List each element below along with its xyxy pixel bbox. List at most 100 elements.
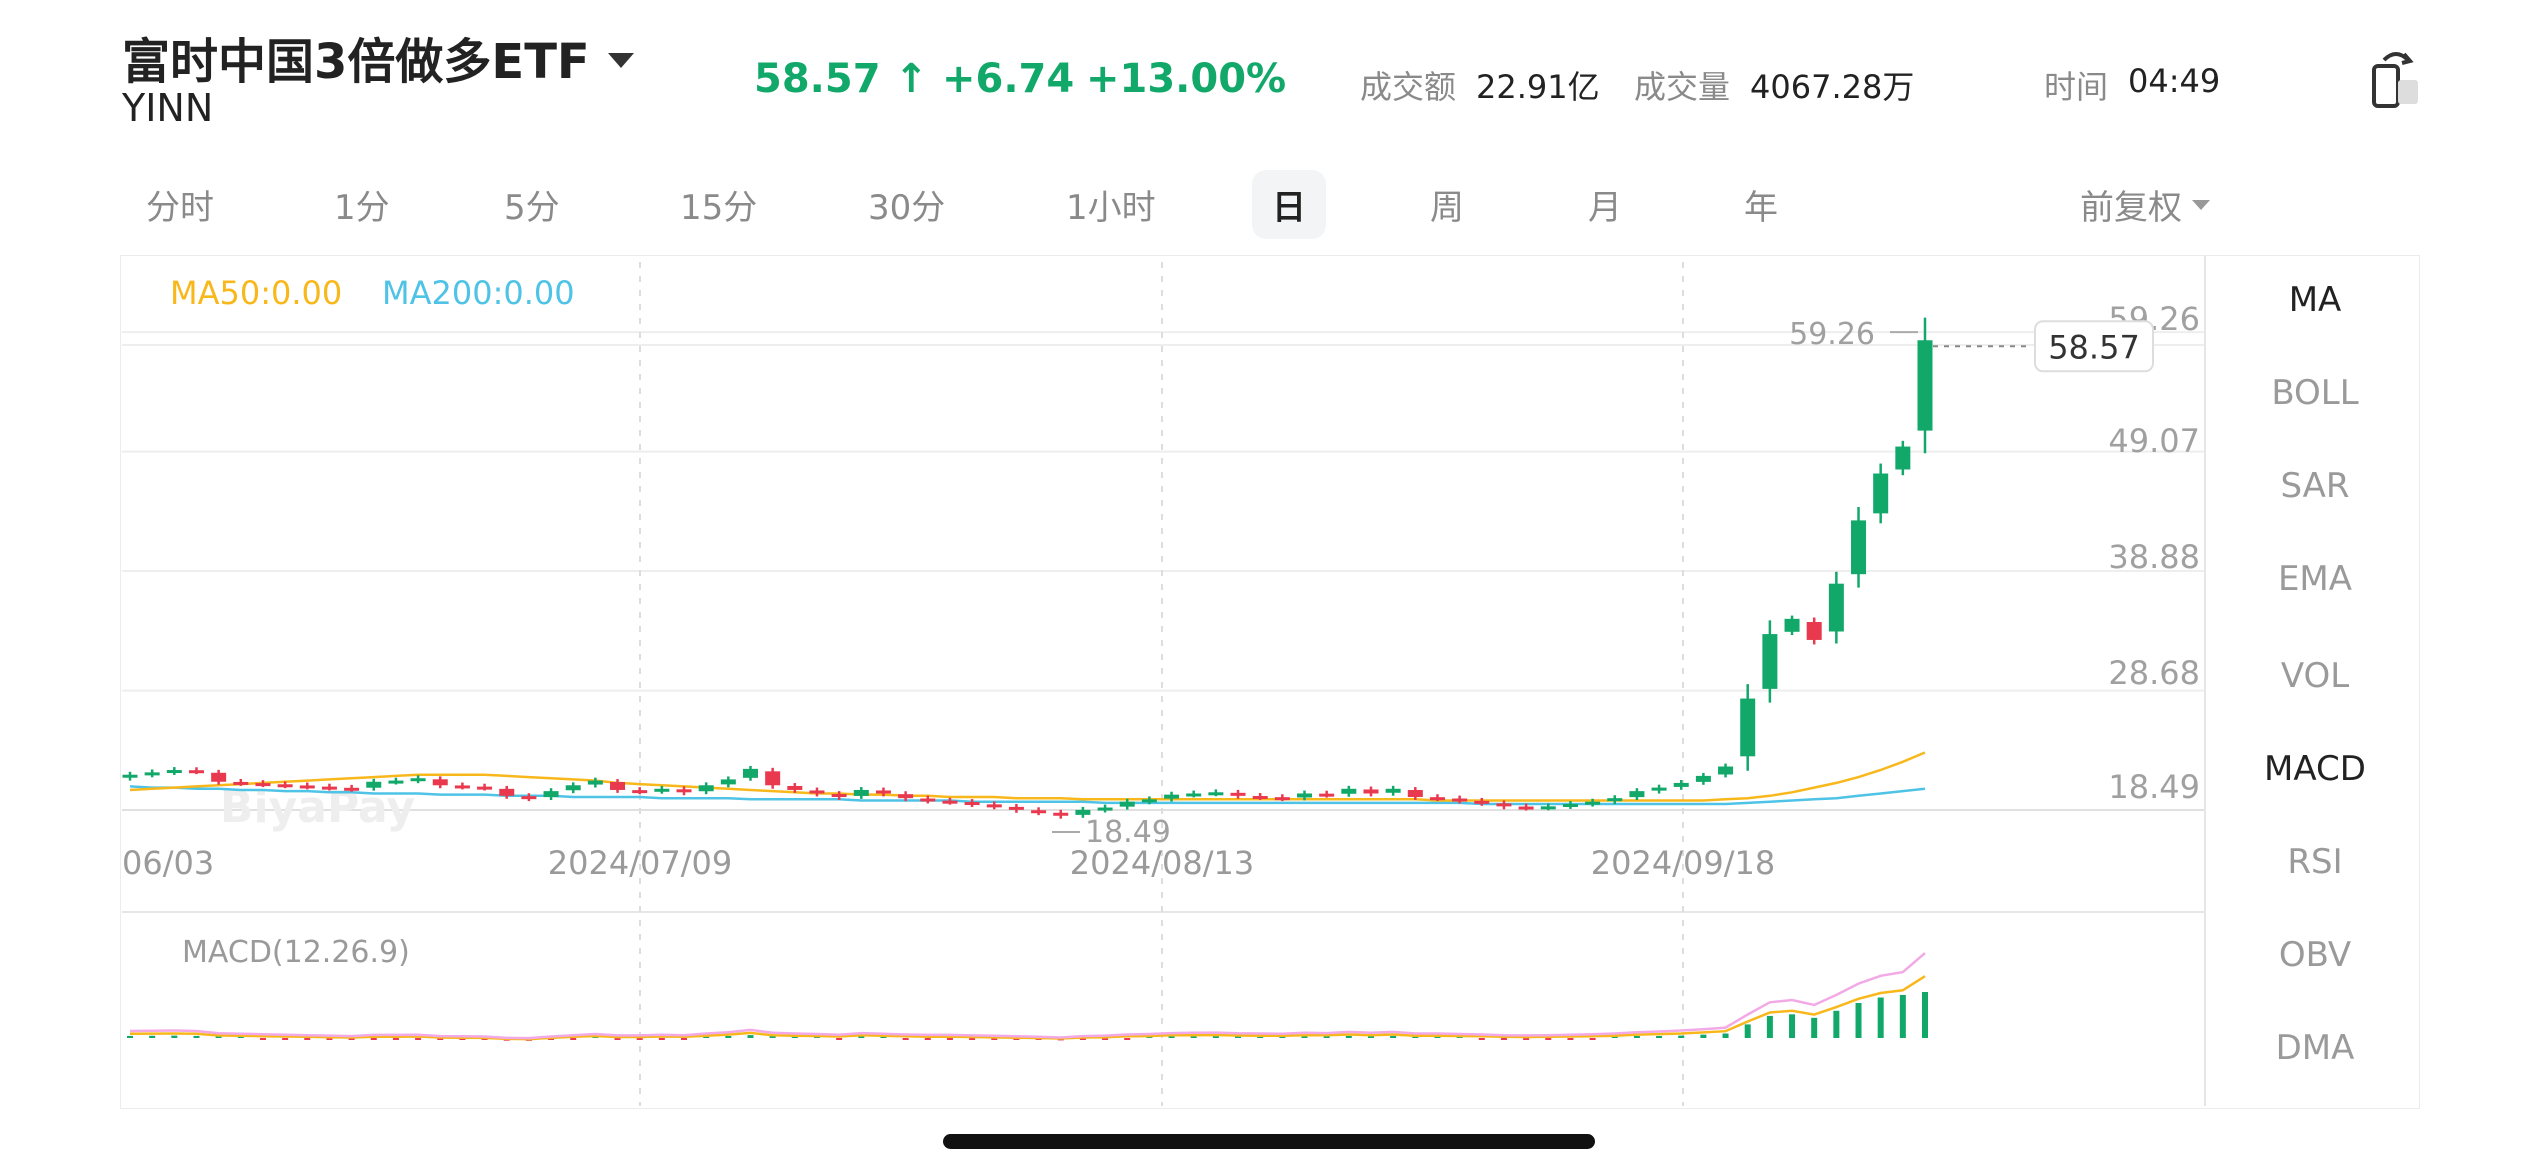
candle-body [1141, 799, 1157, 803]
macd-bar [924, 1038, 931, 1040]
macd-bar [725, 1036, 732, 1038]
caret-down-icon [2192, 199, 2210, 210]
candle-body [942, 800, 958, 804]
candle-body [1562, 804, 1578, 808]
macd-bar [1811, 1017, 1818, 1038]
ma200-line [129, 785, 1926, 806]
indicator-ema[interactable]: EMA [2277, 559, 2353, 599]
chart-panel [120, 255, 2420, 1109]
tab-1hour[interactable]: 1小时 [1066, 188, 1156, 228]
candle-body [1740, 698, 1756, 757]
candle-body [410, 778, 426, 782]
tab-month[interactable]: 月 [1588, 188, 1622, 228]
macd-bar [570, 1038, 577, 1040]
tab-week[interactable]: 周 [1430, 188, 1464, 228]
tab-1min[interactable]: 1分 [334, 188, 390, 228]
candle-body [1274, 797, 1290, 801]
candle-body [144, 772, 160, 776]
candle-body [166, 770, 182, 774]
candle-body [1053, 812, 1069, 816]
candle-body [898, 794, 914, 799]
macd-bar [902, 1038, 909, 1040]
macd-bar [459, 1038, 466, 1040]
tab-5min[interactable]: 5分 [504, 188, 560, 228]
last-price-box [2034, 320, 2154, 373]
indicator-rsi[interactable]: RSI [2287, 842, 2343, 882]
candle-body [1230, 792, 1246, 796]
tab-year[interactable]: 年 [1744, 188, 1778, 228]
candle-body [277, 784, 293, 788]
indicator-vol[interactable]: VOL [2280, 656, 2350, 696]
tab-day[interactable]: 日 [1252, 170, 1326, 239]
candle-body [1452, 798, 1468, 802]
indicator-sar[interactable]: SAR [2280, 466, 2350, 506]
candle-body [432, 779, 448, 786]
candle-body [122, 774, 138, 778]
chevron-down-icon[interactable] [607, 52, 634, 68]
macd-bar [614, 1038, 621, 1040]
candle-body [1407, 790, 1423, 797]
y-tick-label: 28.68 [2108, 654, 2200, 692]
macd-bar [1190, 1036, 1197, 1038]
rotate-screen-icon[interactable] [2368, 46, 2424, 110]
tab-30min[interactable]: 30分 [868, 188, 946, 228]
macd-bar [392, 1038, 399, 1040]
macd-bar [1766, 1015, 1773, 1038]
turnover-value: 22.91亿 [1476, 68, 1600, 106]
indicator-macd[interactable]: MACD [2264, 749, 2366, 789]
candle-body [654, 788, 670, 792]
macd-bar [415, 1038, 422, 1040]
macd-bar [1323, 1036, 1330, 1038]
instrument-title[interactable]: 富时中国3倍做多ETF [122, 22, 634, 92]
macd-label: MACD(12.26.9) [182, 935, 410, 970]
macd-bar [1124, 1038, 1131, 1040]
macd-bar [991, 1038, 998, 1040]
indicator-boll[interactable]: BOLL [2271, 373, 2359, 413]
macd-bar [1434, 1036, 1441, 1038]
candle-body [787, 785, 803, 790]
candle-body [1429, 797, 1445, 801]
tab-15min[interactable]: 15分 [680, 188, 758, 228]
candle-body [765, 771, 781, 786]
candle-body [742, 768, 758, 778]
candle-body [477, 786, 493, 790]
candle-body [366, 781, 382, 788]
macd-bar [215, 1036, 222, 1038]
x-axis-labels: 06/03 2024/07/09 2024/08/13 2024/09/18 [122, 844, 1775, 882]
candle-body [233, 781, 249, 785]
candle-body [344, 787, 360, 791]
candle-body [1917, 340, 1933, 431]
candle-body [1297, 793, 1313, 798]
price-change-pct: +13.00% [1086, 56, 1287, 102]
candle-body [1695, 775, 1711, 782]
candle-body [1629, 791, 1645, 798]
candle-body [1164, 794, 1180, 799]
ma200-legend: MA200:0.00 [382, 274, 575, 312]
tab-intraday[interactable]: 分时 [146, 188, 214, 228]
indicator-dma[interactable]: DMA [2275, 1028, 2355, 1068]
macd-bar [636, 1038, 643, 1040]
candle-body [1363, 789, 1379, 794]
candle-body [853, 789, 869, 796]
candle-body [1186, 793, 1202, 797]
candle-body [587, 780, 603, 785]
indicator-ma[interactable]: MA [2288, 280, 2342, 320]
candle-body [1806, 622, 1822, 640]
macd-bar [1722, 1033, 1729, 1038]
candle-body [1252, 795, 1268, 799]
macd-bar [769, 1036, 776, 1038]
macd-bar [1567, 1038, 1574, 1040]
macd-bar [1390, 1036, 1397, 1038]
indicator-obv[interactable]: OBV [2278, 935, 2352, 975]
candle-body [1851, 520, 1867, 575]
price-change: +6.74 [942, 56, 1075, 102]
macd-bar [1833, 1010, 1840, 1038]
adjust-dropdown[interactable]: 前复权 [2080, 180, 2210, 229]
macd-bar [437, 1038, 444, 1040]
time-value: 04:49 [2128, 62, 2221, 100]
last-price-tag: 58.57 [2048, 328, 2140, 366]
home-indicator[interactable] [943, 1134, 1595, 1149]
candle-body [521, 796, 537, 800]
candle-body [1031, 810, 1047, 814]
